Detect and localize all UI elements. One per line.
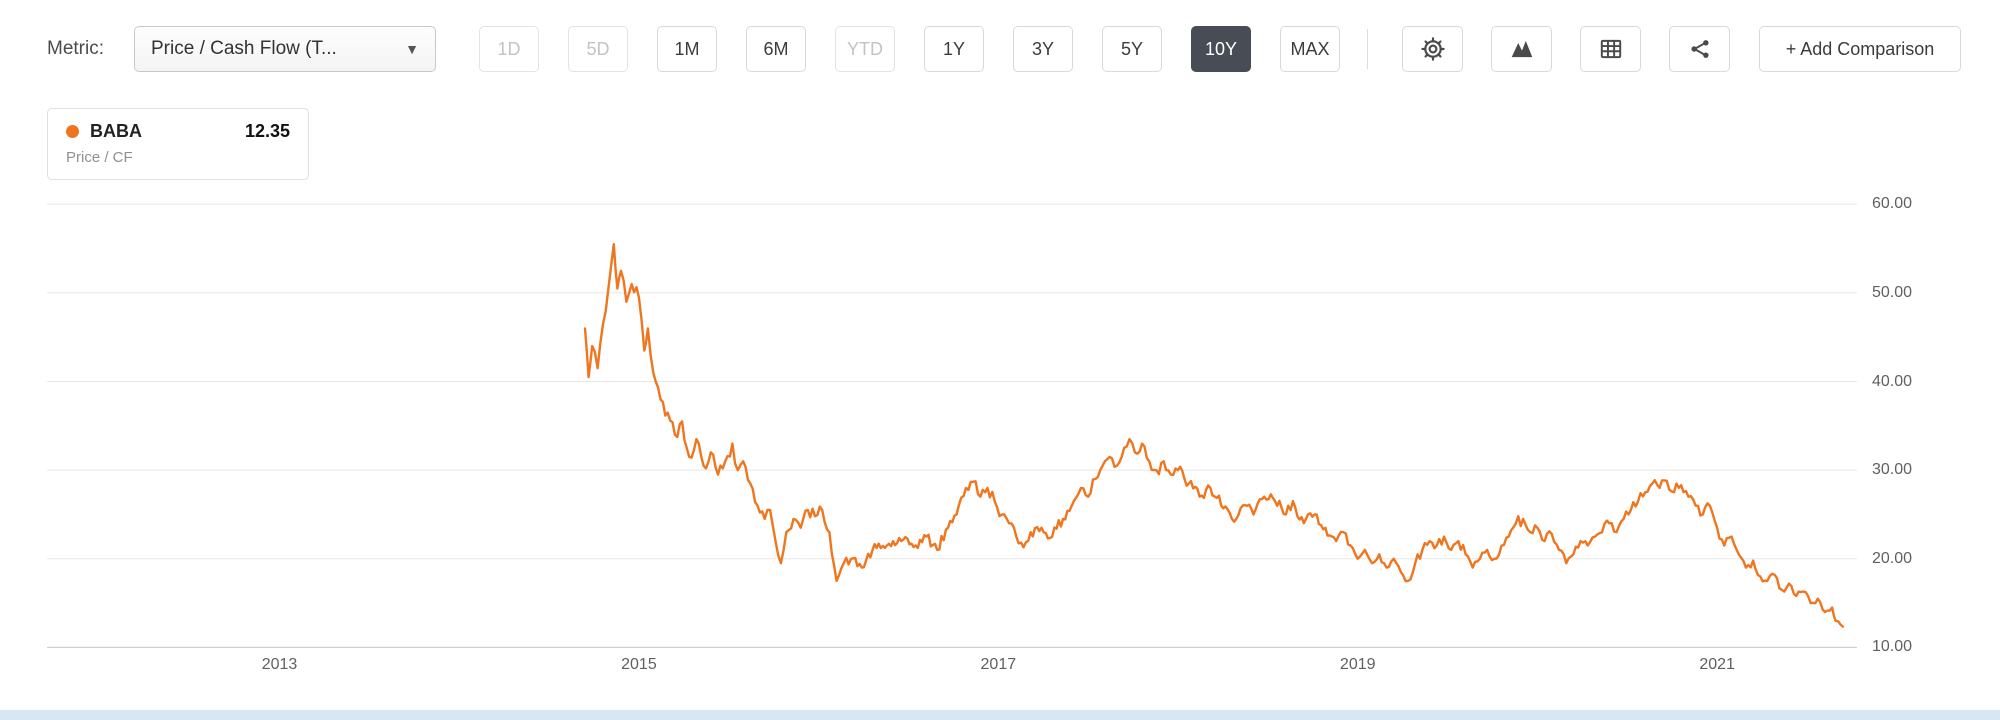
x-axis-label: 2017 xyxy=(980,656,1017,673)
add-comparison-button[interactable]: + Add Comparison xyxy=(1759,26,1961,72)
legend-value: 12.35 xyxy=(244,121,290,141)
chart-type-button[interactable] xyxy=(1491,26,1552,72)
x-axis-label: 2019 xyxy=(1339,656,1376,673)
range-button-5y[interactable]: 5Y xyxy=(1102,26,1162,72)
metric-dropdown[interactable]: Price / Cash Flow (T... ▼ xyxy=(134,26,436,72)
icon-buttons xyxy=(1402,26,1730,72)
y-axis-label: 60.00 xyxy=(1872,195,1913,213)
table-icon xyxy=(1598,36,1624,62)
series-color-dot xyxy=(66,125,79,138)
y-axis-label: 10.00 xyxy=(1872,638,1913,656)
range-buttons: 1D 5D 1M 6M YTD 1Y 3Y 5Y 10Y MAX xyxy=(479,26,1340,72)
legend-ticker: BABA xyxy=(90,121,142,141)
legend-box: BABA 12.35 Price / CF xyxy=(47,108,309,180)
y-axis-label: 40.00 xyxy=(1872,372,1913,390)
legend-row: BABA 12.35 xyxy=(66,121,290,142)
data-table-button[interactable] xyxy=(1580,26,1641,72)
toolbar-divider xyxy=(1367,29,1368,69)
metric-dropdown-value: Price / Cash Flow (T... xyxy=(151,38,337,59)
range-button-10y[interactable]: 10Y xyxy=(1191,26,1251,72)
range-button-max[interactable]: MAX xyxy=(1280,26,1340,72)
metric-label: Metric: xyxy=(47,38,104,59)
range-button-1d: 1D xyxy=(479,26,539,72)
gear-icon xyxy=(1420,36,1446,62)
mountain-chart-icon xyxy=(1509,36,1535,62)
range-button-5d: 5D xyxy=(568,26,628,72)
y-axis-label: 20.00 xyxy=(1872,549,1913,567)
range-button-1m[interactable]: 1M xyxy=(657,26,717,72)
x-axis-label: 2021 xyxy=(1699,656,1735,673)
x-axis-label: 2013 xyxy=(261,656,298,673)
settings-button[interactable] xyxy=(1402,26,1463,72)
x-axis-label: 2015 xyxy=(621,656,657,673)
range-button-3y[interactable]: 3Y xyxy=(1013,26,1073,72)
chart-toolbar: Metric: Price / Cash Flow (T... ▼ 1D 5D 1M… xyxy=(0,26,2000,72)
range-button-ytd: YTD xyxy=(835,26,895,72)
share-icon xyxy=(1687,36,1713,62)
range-button-1y[interactable]: 1Y xyxy=(924,26,984,72)
chevron-down-icon: ▼ xyxy=(405,41,419,57)
bottom-scroll-strip xyxy=(0,710,2000,720)
range-button-6m[interactable]: 6M xyxy=(746,26,806,72)
y-axis-label: 30.00 xyxy=(1872,461,1913,479)
share-button[interactable] xyxy=(1669,26,1730,72)
y-axis-label: 50.00 xyxy=(1872,283,1913,301)
legend-metric-name: Price / CF xyxy=(66,149,133,166)
